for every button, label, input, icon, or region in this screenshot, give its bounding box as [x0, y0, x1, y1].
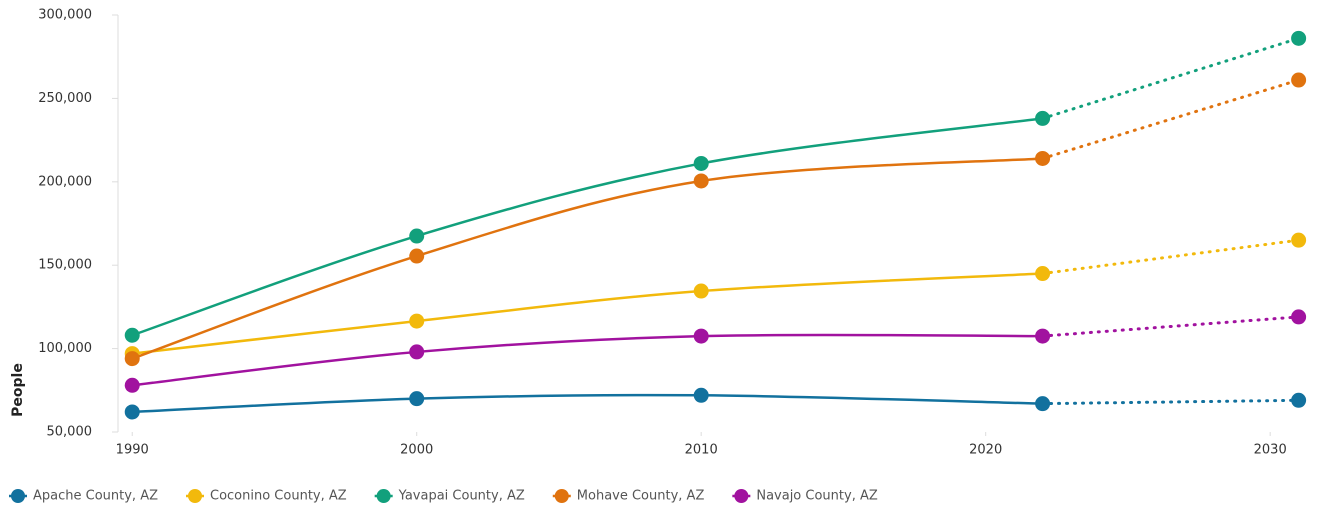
data-point	[124, 351, 140, 367]
x-tick-label: 2010	[685, 443, 718, 458]
data-point	[1035, 328, 1051, 344]
data-point	[1035, 150, 1051, 166]
data-point	[693, 387, 709, 403]
data-point	[693, 283, 709, 299]
legend-label: Apache County, AZ	[33, 489, 158, 504]
data-point	[693, 155, 709, 171]
legend-label: Yavapai County, AZ	[398, 489, 525, 504]
data-point	[1035, 110, 1051, 126]
data-point	[409, 313, 425, 329]
x-tick-label: 2000	[400, 443, 433, 458]
y-tick-label: 200,000	[38, 174, 92, 189]
projection-line	[1041, 238, 1301, 276]
series-line	[130, 117, 1044, 337]
projection-line	[1041, 78, 1301, 160]
data-point	[1291, 232, 1307, 248]
projection-line	[1041, 398, 1301, 406]
y-tick-label: 50,000	[47, 425, 93, 440]
legend-marker	[734, 489, 749, 503]
data-point	[1291, 392, 1307, 408]
projection-line	[1041, 315, 1301, 338]
data-point	[1291, 72, 1307, 88]
data-point	[1291, 30, 1307, 46]
series-line	[130, 157, 1044, 360]
data-point	[124, 377, 140, 393]
data-point	[693, 328, 709, 344]
y-tick-label: 100,000	[38, 341, 92, 356]
data-point	[124, 404, 140, 420]
data-point	[409, 344, 425, 360]
data-point	[693, 173, 709, 189]
series-line	[130, 333, 1044, 387]
data-point	[124, 327, 140, 343]
legend-label: Navajo County, AZ	[756, 489, 878, 504]
data-point	[1291, 309, 1307, 325]
projection-line	[1041, 36, 1301, 120]
x-tick-label: 2020	[969, 443, 1002, 458]
legend-marker	[376, 489, 391, 503]
data-point	[1035, 396, 1051, 412]
series-line	[130, 393, 1044, 414]
legend-marker	[11, 489, 25, 503]
data-point	[409, 228, 425, 244]
series-line	[130, 272, 1044, 355]
y-axis-label: People	[10, 363, 26, 417]
legend-marker	[188, 489, 202, 503]
legend-label: Coconino County, AZ	[210, 489, 347, 504]
y-tick-label: 250,000	[38, 91, 92, 106]
legend-marker	[554, 489, 569, 503]
data-point	[409, 248, 425, 264]
x-tick-label: 2030	[1254, 443, 1287, 458]
data-point	[409, 391, 425, 407]
y-tick-label: 300,000	[38, 8, 92, 23]
y-tick-label: 150,000	[38, 258, 92, 273]
data-point	[1035, 266, 1051, 282]
x-tick-label: 1990	[116, 443, 149, 458]
legend-label: Mohave County, AZ	[577, 489, 705, 504]
